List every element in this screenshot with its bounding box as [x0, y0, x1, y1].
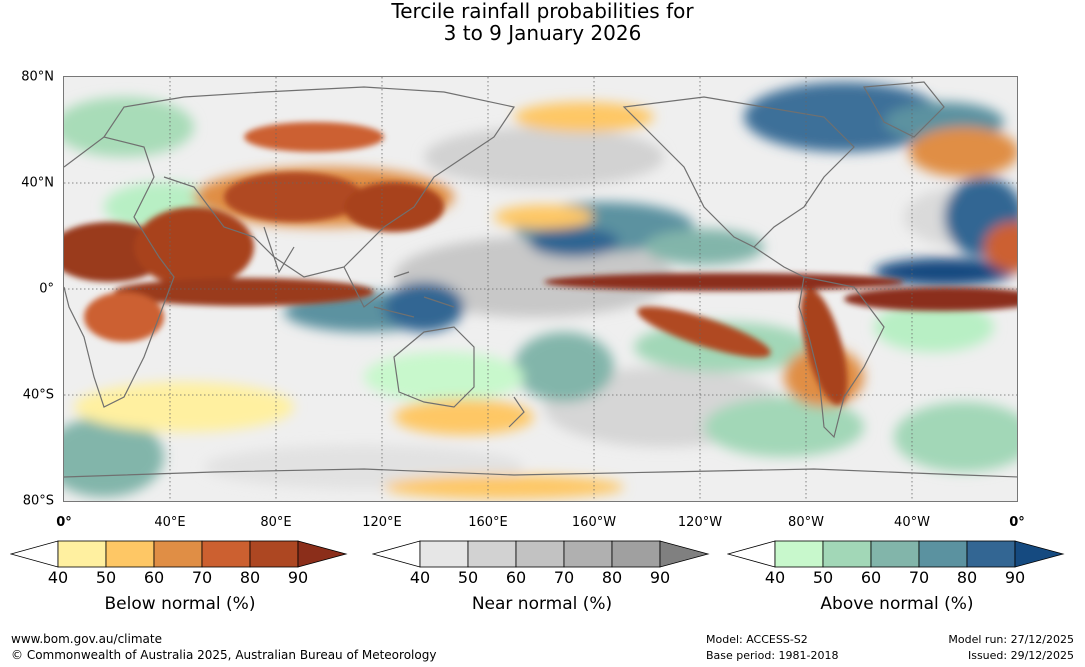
- colorbar-arrow-high: [297, 540, 348, 568]
- colorbar-segment: [966, 540, 1016, 568]
- map-title: Tercile rainfall probabilities for 3 to …: [0, 0, 1085, 44]
- legend-title-near: Near normal (%): [471, 594, 613, 614]
- lon-label-40e: 40°E: [154, 515, 186, 530]
- colorbar-segment: [918, 540, 968, 568]
- colorbar-segment: [153, 540, 203, 568]
- lon-label-80w: 80°W: [788, 515, 824, 530]
- legend-tick: 90: [649, 568, 671, 587]
- legend-tick: 90: [1004, 568, 1026, 587]
- lon-label-160w: 160°W: [571, 515, 617, 530]
- legend-tick: 40: [409, 568, 431, 587]
- title-line-2: 3 to 9 January 2026: [443, 21, 642, 45]
- lon-label-160e: 160°E: [468, 515, 508, 530]
- colorbar-segment: [105, 540, 155, 568]
- footer-model-info: Model: ACCESS-S2 Base period: 1981-2018: [706, 632, 838, 664]
- footer-url[interactable]: www.bom.gov.au/climate: [11, 632, 162, 646]
- footer-base-period: Base period: 1981-2018: [706, 649, 839, 662]
- legend-tick: 90: [287, 568, 309, 587]
- lon-label-80e: 80°E: [260, 515, 292, 530]
- lon-label-120e: 120°E: [362, 515, 402, 530]
- legend-tick: 40: [47, 568, 69, 587]
- footer-source: www.bom.gov.au/climate © Commonwealth of…: [11, 631, 436, 663]
- legend-tick: 80: [956, 568, 978, 587]
- legend-tick: 60: [505, 568, 527, 587]
- colorbar-segment: [774, 540, 824, 568]
- footer-dates: Model run: 27/12/2025 Issued: 29/12/2025: [948, 632, 1074, 664]
- footer-model: Model: ACCESS-S2: [706, 633, 808, 646]
- graticule: [64, 77, 1017, 501]
- colorbar-above: [727, 540, 1065, 568]
- rainfall-probability-map: [63, 76, 1018, 502]
- lon-label-40w: 40°W: [894, 515, 930, 530]
- lon-label-120w: 120°W: [677, 515, 723, 530]
- colorbar-segment: [419, 540, 469, 568]
- legend-title-below: Below normal (%): [104, 594, 256, 614]
- legend-tick: 70: [191, 568, 213, 587]
- colorbar-arrow-low: [10, 540, 59, 568]
- legend-near-normal: 40 50 60 70 80 90 Near normal (%): [372, 539, 712, 629]
- lat-label-40s: 40°S: [22, 387, 54, 403]
- legend-tick: 50: [812, 568, 834, 587]
- legend-tick: 70: [553, 568, 575, 587]
- footer-issued: Issued: 29/12/2025: [967, 649, 1074, 662]
- legend-title-above: Above normal (%): [820, 594, 974, 614]
- colorbar-segment: [611, 540, 661, 568]
- lon-label-0-left: 0°: [56, 515, 72, 530]
- legend-tick: 60: [860, 568, 882, 587]
- colorbar-segment: [515, 540, 565, 568]
- footer-model-run: Model run: 27/12/2025: [948, 633, 1074, 646]
- colorbar-arrow-low: [372, 540, 421, 568]
- map-canvas: [64, 77, 1017, 501]
- colorbar-segment: [57, 540, 107, 568]
- legend-tick: 50: [95, 568, 117, 587]
- lat-label-40n: 40°N: [21, 175, 54, 191]
- lon-label-0-right: 0°: [1009, 515, 1025, 530]
- colorbar-segment: [822, 540, 872, 568]
- legend-tick: 80: [601, 568, 623, 587]
- legend-tick: 70: [908, 568, 930, 587]
- colorbar-below: [10, 540, 348, 568]
- colorbar-segment: [870, 540, 920, 568]
- lat-label-0: 0°: [39, 281, 54, 297]
- colorbar-segment: [467, 540, 517, 568]
- lat-label-80s: 80°S: [22, 493, 54, 509]
- colorbar-segment: [201, 540, 251, 568]
- lat-label-80n: 80°N: [21, 69, 54, 85]
- colorbar-segment: [563, 540, 613, 568]
- footer-copyright: © Commonwealth of Australia 2025, Austra…: [11, 648, 437, 662]
- title-line-1: Tercile rainfall probabilities for: [391, 0, 694, 23]
- colorbar-near: [372, 540, 710, 568]
- legend-tick: 40: [764, 568, 786, 587]
- coastlines: [64, 81, 1017, 478]
- legend-tick: 50: [457, 568, 479, 587]
- colorbar-arrow-high: [659, 540, 710, 568]
- legend-tick: 80: [239, 568, 261, 587]
- legend-tick: 60: [143, 568, 165, 587]
- colorbar-arrow-low: [727, 540, 776, 568]
- legend-above-normal: 40 50 60 70 80 90 Above normal (%): [727, 539, 1067, 629]
- colorbar-arrow-high: [1014, 540, 1065, 568]
- legend-below-normal: 40 50 60 70 80 90 Below normal (%): [10, 539, 350, 629]
- colorbar-segment: [249, 540, 299, 568]
- dry-signal-bands: [64, 122, 1017, 406]
